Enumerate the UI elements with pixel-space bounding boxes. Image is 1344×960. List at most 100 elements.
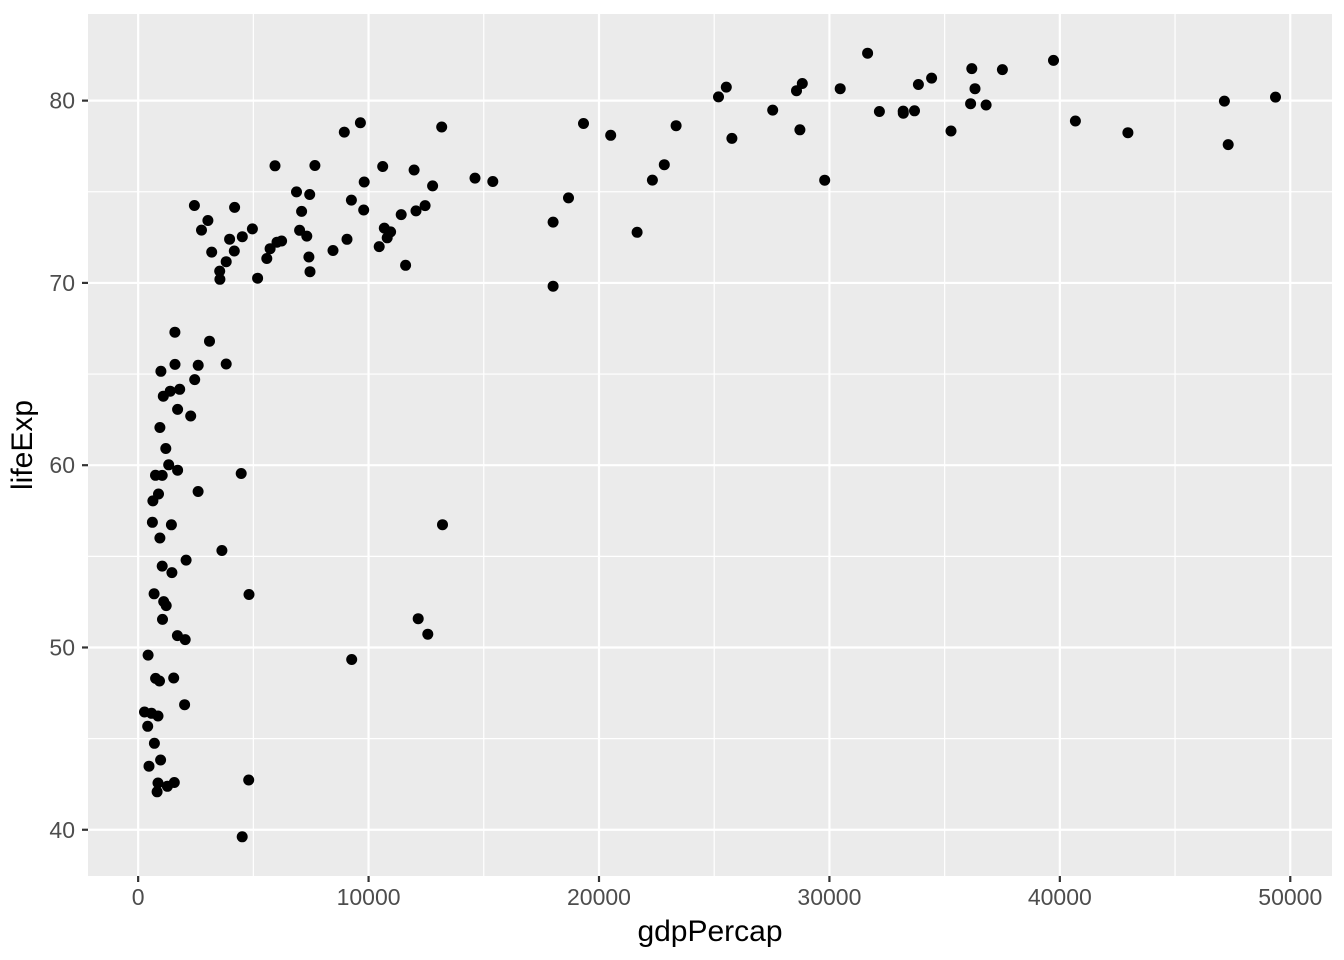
data-point xyxy=(291,186,302,198)
y-axis-tick-label: 40 xyxy=(49,817,75,843)
data-point xyxy=(658,159,670,171)
data-point xyxy=(427,180,439,192)
data-point xyxy=(547,280,559,292)
data-point xyxy=(966,63,978,75)
data-point xyxy=(373,241,385,253)
data-point xyxy=(346,654,358,665)
y-axis-title: lifeExp xyxy=(6,400,39,490)
data-point xyxy=(146,516,158,528)
data-point xyxy=(160,443,172,454)
data-point xyxy=(395,209,407,221)
data-point xyxy=(156,560,168,572)
data-point xyxy=(437,519,448,531)
data-point xyxy=(873,106,885,117)
data-point xyxy=(204,335,215,347)
data-point xyxy=(169,326,181,338)
data-point xyxy=(408,164,420,176)
data-point xyxy=(220,256,232,268)
data-point xyxy=(192,359,204,371)
data-point xyxy=(358,204,370,216)
data-point xyxy=(148,737,160,749)
data-point xyxy=(358,176,370,188)
data-point xyxy=(897,105,909,117)
data-point xyxy=(469,172,481,184)
data-point xyxy=(487,176,499,187)
x-axis-tick-label: 50000 xyxy=(1258,884,1322,910)
data-point xyxy=(179,699,191,711)
data-point xyxy=(296,205,308,217)
data-point xyxy=(436,121,448,133)
data-point xyxy=(157,613,168,625)
data-point xyxy=(153,488,164,500)
data-point xyxy=(214,265,226,277)
data-point xyxy=(422,628,434,640)
data-point xyxy=(224,233,236,245)
data-point xyxy=(969,83,981,95)
data-point xyxy=(341,233,353,245)
data-point xyxy=(155,365,167,377)
data-point xyxy=(142,720,154,732)
data-point xyxy=(767,104,779,116)
data-point xyxy=(163,459,175,471)
data-point xyxy=(419,200,431,212)
data-point xyxy=(578,118,589,129)
data-point xyxy=(862,47,874,59)
y-axis-tick-label: 60 xyxy=(49,452,75,478)
data-point xyxy=(412,613,424,625)
data-point xyxy=(377,161,389,172)
x-axis-tick-label: 10000 xyxy=(337,884,401,910)
data-point xyxy=(909,105,920,117)
data-point xyxy=(202,215,214,226)
data-point xyxy=(996,64,1008,76)
data-point xyxy=(216,545,228,556)
data-point xyxy=(155,754,167,766)
data-point xyxy=(720,81,732,93)
data-point xyxy=(161,780,173,792)
data-point xyxy=(180,554,192,566)
data-point xyxy=(381,232,393,244)
data-point xyxy=(243,589,255,600)
axis-layer: 0 10000 20000 30000 40000 50000 40 50 60 70 80 xyxy=(49,88,1322,910)
data-point xyxy=(819,174,831,186)
data-point xyxy=(1222,139,1234,151)
data-point xyxy=(965,98,977,110)
data-point xyxy=(1270,91,1281,103)
data-point xyxy=(168,672,180,684)
data-point xyxy=(726,132,738,144)
data-point xyxy=(304,266,316,278)
data-point xyxy=(309,160,321,171)
data-point xyxy=(670,120,682,132)
data-point xyxy=(185,410,197,422)
data-point xyxy=(188,200,200,211)
data-point xyxy=(303,251,315,263)
data-point xyxy=(796,78,808,89)
data-point xyxy=(206,246,218,258)
data-point xyxy=(794,124,806,136)
data-point xyxy=(271,236,283,248)
data-point xyxy=(156,469,168,481)
data-point xyxy=(264,243,276,255)
data-point xyxy=(1218,95,1230,107)
data-point xyxy=(269,160,281,172)
data-point xyxy=(304,189,316,200)
y-axis-tick-label: 70 xyxy=(49,270,75,296)
y-axis-tick-label: 50 xyxy=(49,634,75,660)
data-point xyxy=(189,374,201,386)
data-point xyxy=(912,79,924,90)
data-point xyxy=(646,174,658,186)
plot-panel xyxy=(88,14,1332,876)
data-point xyxy=(220,358,232,370)
data-point xyxy=(252,272,264,284)
data-point xyxy=(1069,115,1081,127)
data-point xyxy=(563,192,574,204)
data-point xyxy=(229,201,241,213)
data-point xyxy=(152,777,164,789)
data-point xyxy=(1122,127,1134,139)
data-point xyxy=(926,72,938,84)
data-point xyxy=(166,567,178,579)
x-axis-tick-label: 30000 xyxy=(797,884,861,910)
data-point xyxy=(261,253,273,264)
data-point xyxy=(547,216,559,228)
data-point xyxy=(345,194,357,206)
